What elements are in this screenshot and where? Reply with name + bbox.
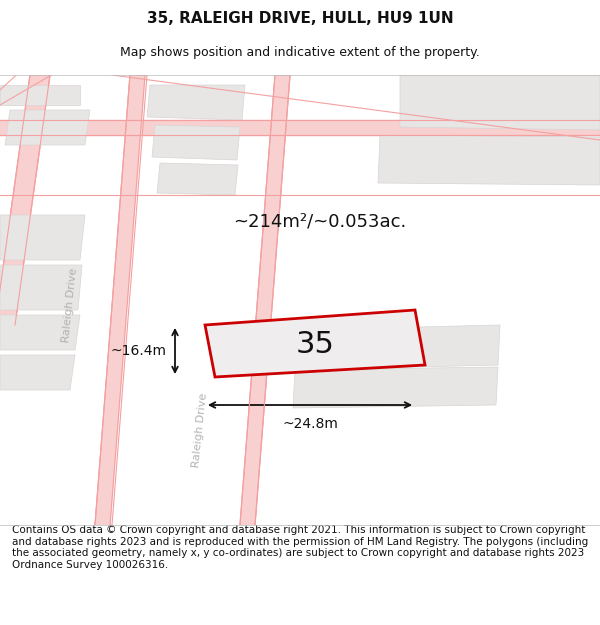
Polygon shape bbox=[0, 75, 50, 325]
Polygon shape bbox=[0, 215, 85, 260]
Polygon shape bbox=[5, 110, 90, 145]
Text: 35: 35 bbox=[296, 330, 334, 359]
Polygon shape bbox=[378, 135, 600, 185]
Text: Raleigh Drive: Raleigh Drive bbox=[61, 267, 79, 343]
Text: ~16.4m: ~16.4m bbox=[111, 344, 167, 358]
Polygon shape bbox=[400, 75, 600, 130]
Polygon shape bbox=[0, 120, 600, 135]
Text: ~214m²/~0.053ac.: ~214m²/~0.053ac. bbox=[233, 212, 407, 230]
Text: Contains OS data © Crown copyright and database right 2021. This information is : Contains OS data © Crown copyright and d… bbox=[12, 525, 588, 570]
Polygon shape bbox=[157, 163, 238, 195]
Polygon shape bbox=[95, 75, 145, 525]
Polygon shape bbox=[293, 367, 498, 408]
Polygon shape bbox=[0, 265, 82, 310]
Text: Map shows position and indicative extent of the property.: Map shows position and indicative extent… bbox=[120, 46, 480, 59]
Polygon shape bbox=[152, 125, 240, 160]
Polygon shape bbox=[0, 315, 80, 350]
Text: 35, RALEIGH DRIVE, HULL, HU9 1UN: 35, RALEIGH DRIVE, HULL, HU9 1UN bbox=[146, 11, 454, 26]
Polygon shape bbox=[0, 355, 75, 390]
Polygon shape bbox=[147, 85, 245, 120]
Polygon shape bbox=[293, 325, 500, 370]
Polygon shape bbox=[205, 310, 425, 377]
Polygon shape bbox=[240, 75, 290, 525]
Text: ~24.8m: ~24.8m bbox=[282, 417, 338, 431]
Polygon shape bbox=[0, 85, 80, 105]
Text: Raleigh Drive: Raleigh Drive bbox=[191, 392, 209, 468]
